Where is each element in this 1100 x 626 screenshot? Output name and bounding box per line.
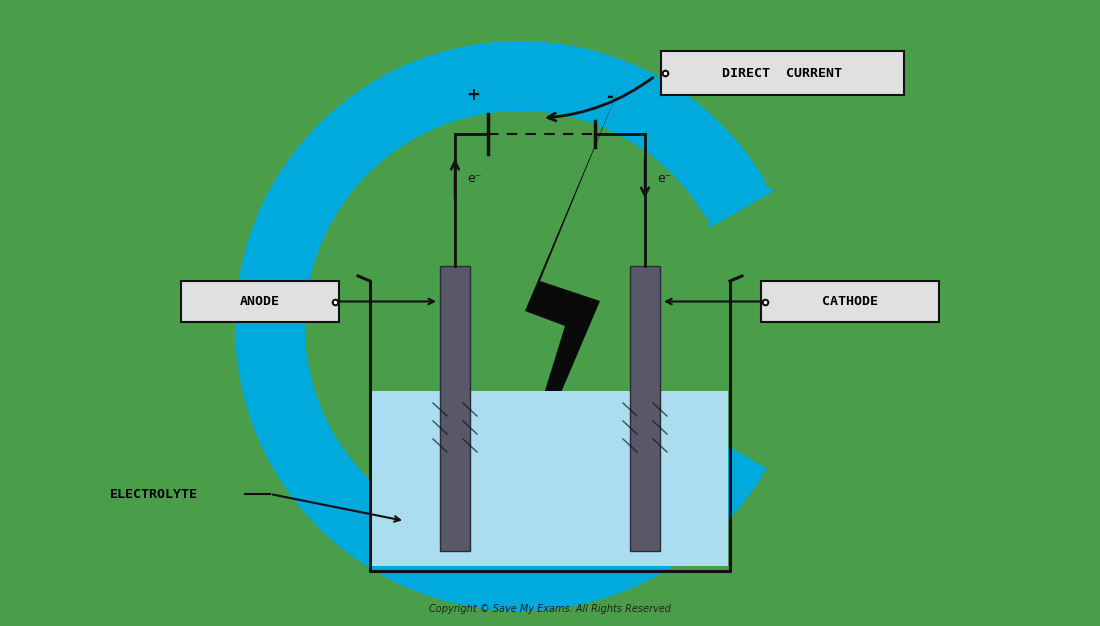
Text: e⁻: e⁻ [657, 173, 671, 185]
Text: e⁻: e⁻ [468, 173, 482, 185]
Text: CATHODE: CATHODE [822, 295, 878, 308]
Text: Copyright © Save My Exams. All Rights Reserved: Copyright © Save My Exams. All Rights Re… [429, 604, 671, 614]
FancyBboxPatch shape [761, 281, 939, 322]
Text: DIRECT  CURRENT: DIRECT CURRENT [723, 66, 843, 80]
Polygon shape [372, 391, 728, 566]
Polygon shape [500, 86, 620, 536]
Text: -: - [606, 88, 614, 106]
Polygon shape [235, 41, 767, 611]
Bar [630, 266, 660, 551]
Bar [440, 266, 470, 551]
Text: +: + [466, 86, 480, 104]
Text: ELECTROLYTE: ELECTROLYTE [110, 488, 198, 501]
FancyBboxPatch shape [661, 51, 904, 95]
Text: ANODE: ANODE [240, 295, 280, 308]
Polygon shape [708, 153, 774, 228]
FancyBboxPatch shape [182, 281, 339, 322]
